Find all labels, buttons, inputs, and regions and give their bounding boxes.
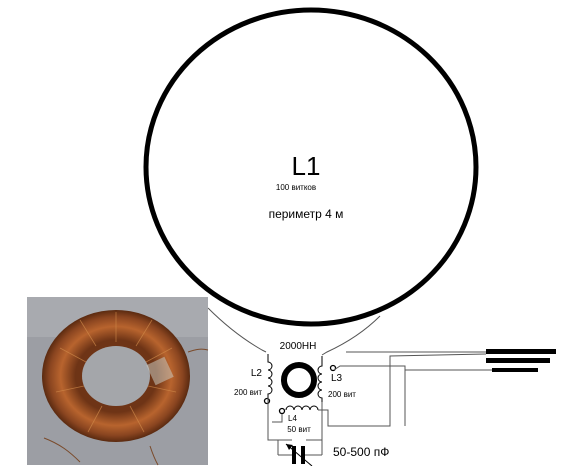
coil-l2	[267, 354, 273, 398]
variable-capacitor	[272, 439, 323, 467]
toroid-core	[281, 362, 317, 398]
coil-l4-turns: 50 вит	[287, 425, 311, 434]
coil-l3	[317, 356, 323, 402]
coil-l4-label: L4	[288, 414, 297, 423]
coil-l2-turns: 200 вит	[234, 388, 262, 397]
l4-polarity-dot	[278, 407, 286, 415]
coil-l3-turns: 200 вит	[328, 390, 356, 399]
l2-polarity-dot	[263, 397, 271, 405]
loop-lead-right	[321, 315, 381, 356]
loop-antenna-l1	[143, 7, 479, 327]
toroid-photo	[27, 297, 209, 466]
loop-turns-label: 100 витков	[276, 183, 316, 192]
coil-l3-label: L3	[331, 373, 343, 384]
core-label: 2000НН	[280, 341, 317, 352]
capacitor-label: 50-500 пФ	[333, 445, 389, 459]
loop-label: L1	[292, 151, 321, 181]
output-connector	[486, 349, 556, 372]
loop-lead-left	[207, 307, 267, 353]
loop-perimeter-label: периметр 4 м	[269, 207, 344, 221]
coil-l4	[285, 405, 319, 411]
coil-l2-label: L2	[251, 368, 263, 379]
